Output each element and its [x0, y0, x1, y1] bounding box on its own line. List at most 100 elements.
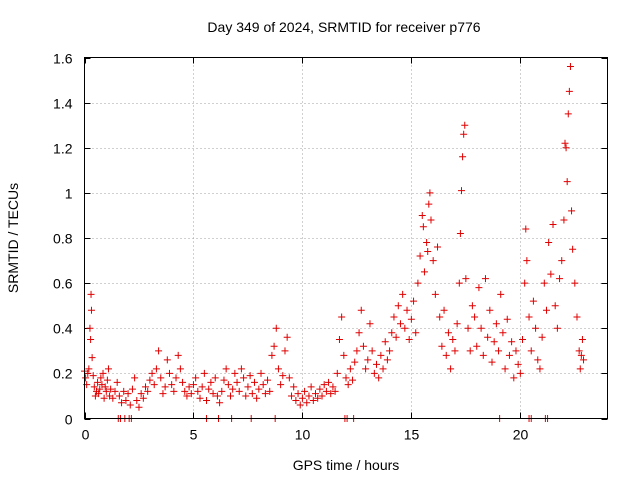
axis-ticks [84, 57, 608, 420]
y-tick-label: 0.2 [53, 366, 73, 382]
data-point [96, 385, 104, 393]
x-tick-label: 20 [513, 427, 529, 443]
data-point [373, 360, 381, 368]
data-point [272, 324, 280, 332]
data-point [120, 387, 128, 395]
data-point [473, 342, 481, 350]
y-tick-label: 1 [65, 186, 73, 202]
data-point [85, 365, 93, 373]
data-point [131, 374, 139, 382]
data-point [501, 365, 509, 373]
data-point [545, 239, 553, 247]
data-point [102, 387, 110, 395]
plot-frame [84, 57, 608, 419]
data-point [95, 390, 103, 398]
data-point [200, 369, 208, 377]
data-point [410, 297, 418, 305]
data-point [475, 284, 483, 292]
data-point [176, 365, 184, 373]
data-point [460, 130, 468, 138]
data-point [211, 374, 219, 382]
data-point [290, 383, 298, 391]
data-point [174, 351, 182, 359]
data-point [388, 329, 396, 337]
data-point [508, 338, 516, 346]
data-point [414, 279, 422, 287]
data-point [556, 275, 564, 283]
data-point [185, 383, 193, 391]
data-point [505, 351, 513, 359]
data-point [99, 369, 107, 377]
data-point [292, 396, 300, 404]
data-point [100, 394, 108, 402]
data-point [534, 356, 542, 364]
data-point [563, 178, 571, 186]
data-point [540, 279, 548, 287]
data-point [440, 306, 448, 314]
data-point [364, 356, 372, 364]
data-point [427, 216, 435, 224]
data-point [274, 365, 282, 373]
data-point [349, 376, 357, 384]
data-point [179, 378, 187, 386]
data-point [516, 369, 524, 377]
data-point [220, 376, 228, 384]
data-point [418, 211, 426, 219]
x-tick-label: 15 [404, 427, 420, 443]
data-point [423, 239, 431, 247]
data-point [255, 385, 263, 393]
data-point [139, 394, 147, 402]
data-point [231, 369, 239, 377]
data-point [333, 369, 341, 377]
data-point [562, 144, 570, 152]
data-point [523, 257, 531, 265]
data-point [521, 279, 529, 287]
data-point [479, 351, 487, 359]
data-point [305, 392, 313, 400]
data-point [362, 365, 370, 373]
data-point [86, 324, 94, 332]
data-point [353, 347, 361, 355]
data-point [466, 347, 474, 355]
data-point [157, 374, 165, 382]
data-point [420, 268, 428, 276]
data-point [577, 351, 585, 359]
data-point [331, 387, 339, 395]
x-tick-label: 0 [82, 427, 90, 443]
data-point [329, 383, 337, 391]
x-tick-label: 10 [295, 427, 311, 443]
data-point [111, 387, 119, 395]
data-point [279, 372, 287, 380]
data-point [128, 385, 136, 393]
data-point [401, 324, 409, 332]
data-point [560, 216, 568, 224]
data-point [442, 351, 450, 359]
data-point [87, 306, 95, 314]
data-point [575, 347, 583, 355]
data-point [196, 394, 204, 402]
data-point [529, 297, 537, 305]
data-point [237, 365, 245, 373]
data-point [303, 399, 311, 407]
data-point [244, 383, 252, 391]
data-point [218, 387, 226, 395]
data-point [311, 390, 319, 398]
data-point [359, 342, 367, 350]
data-point [222, 365, 230, 373]
data-point [277, 381, 285, 389]
data-point [357, 306, 365, 314]
data-point [248, 390, 256, 398]
data-points [81, 63, 588, 422]
data-point [468, 302, 476, 310]
data-point [288, 392, 296, 400]
data-point [301, 387, 309, 395]
data-point [553, 324, 561, 332]
data-point [268, 351, 276, 359]
data-point [425, 200, 433, 208]
data-point [396, 320, 404, 328]
data-point [261, 390, 269, 398]
data-point [224, 381, 232, 389]
data-point [216, 399, 224, 407]
data-point [495, 347, 503, 355]
data-point [462, 275, 470, 283]
